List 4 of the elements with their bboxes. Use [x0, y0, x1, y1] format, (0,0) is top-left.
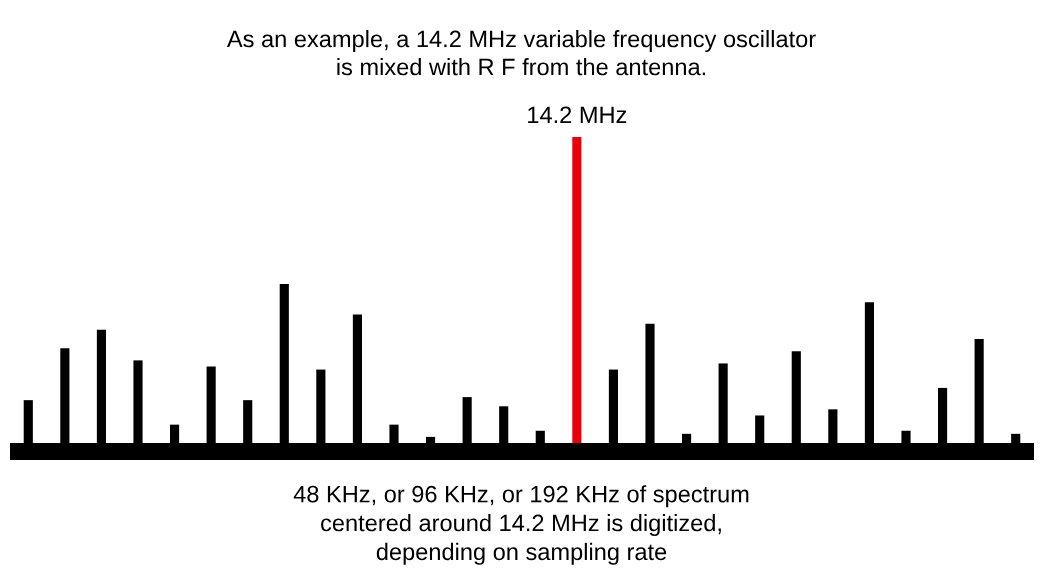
chart-title: As an example, a 14.2 MHz variable frequency oscillator is mixed with R F from the antenna. [226, 30, 816, 76]
text: 48 KHz, or 96 KHz, or 192 KHz of spectrum centered around 14.2 MHz is digitized, depending on sampling rate [293, 485, 749, 565]
bar [572, 137, 582, 443]
text: 14.2 MHz [528, 106, 627, 123]
